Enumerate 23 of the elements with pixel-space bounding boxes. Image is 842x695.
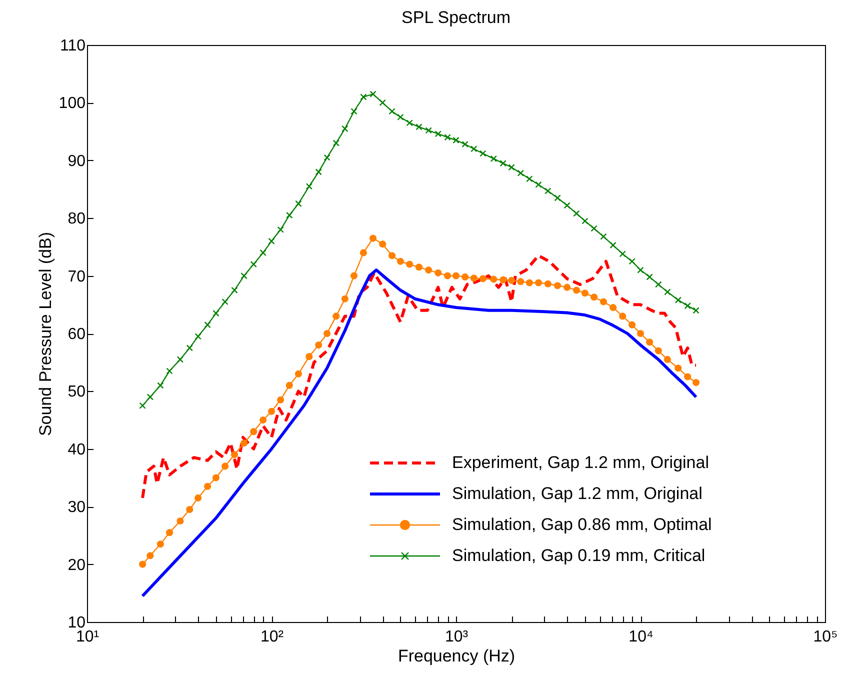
x-tick-label: 10² [260, 628, 284, 646]
y-tick-label: 80 [68, 210, 86, 228]
legend-label: Simulation, Gap 0.86 mm, Optimal [452, 515, 712, 534]
legend-label: Simulation, Gap 1.2 mm, Original [452, 484, 702, 503]
chart-title: SPL Spectrum [402, 8, 510, 27]
y-tick-label: 50 [68, 384, 86, 401]
y-tick-label: 30 [68, 499, 86, 516]
y-tick-label: 40 [68, 441, 86, 458]
y-axis-title: Sound Pressure Level (dB) [36, 232, 55, 436]
y-tick-label: 110 [60, 38, 86, 54]
x-tick-label: 10³ [444, 628, 469, 646]
x-tick-label: 10¹ [76, 628, 100, 646]
y-tick-label: 60 [68, 326, 86, 343]
legend-label: Simulation, Gap 0.19 mm, Critical [452, 546, 706, 565]
x-axis-title: Frequency (Hz) [398, 646, 516, 666]
y-tick-label: 100 [58, 95, 86, 112]
y-tick-label: 90 [68, 152, 86, 170]
y-tick-label: 70 [68, 268, 86, 286]
x-tick-label: 10⁵ [813, 628, 838, 646]
y-tick-label: 20 [68, 556, 86, 574]
x-tick-label: 10⁴ [628, 628, 654, 646]
y-tick-label: 10 [68, 614, 86, 632]
legend-label: Experiment, Gap 1.2 mm, Original [452, 453, 709, 472]
